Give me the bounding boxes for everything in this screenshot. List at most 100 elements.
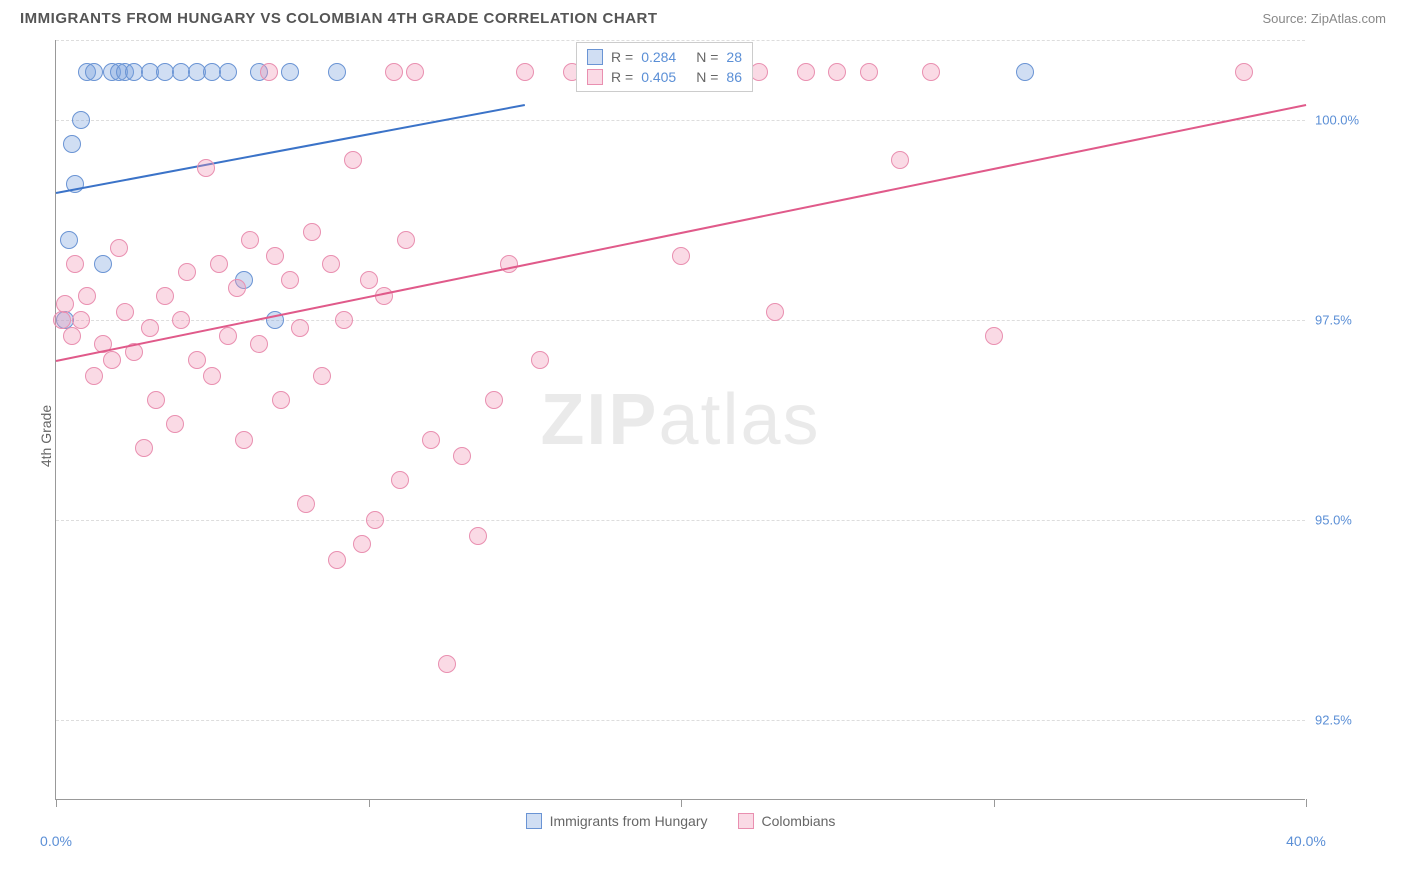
data-point <box>116 303 134 321</box>
r-label: R = <box>611 49 633 65</box>
x-tick <box>1306 799 1307 807</box>
data-point <box>241 231 259 249</box>
x-tick-label: 40.0% <box>1286 833 1326 849</box>
data-point <box>485 391 503 409</box>
data-point <box>135 439 153 457</box>
n-label: N = <box>696 49 718 65</box>
data-point <box>335 311 353 329</box>
legend-item-1: Immigrants from Hungary <box>526 813 708 829</box>
data-point <box>385 63 403 81</box>
trend-line <box>56 104 525 194</box>
data-point <box>322 255 340 273</box>
data-point <box>72 111 90 129</box>
data-point <box>66 255 84 273</box>
r-value-1: 0.284 <box>641 49 676 65</box>
data-point <box>281 271 299 289</box>
n-value-2: 86 <box>726 69 742 85</box>
data-point <box>438 655 456 673</box>
x-tick <box>369 799 370 807</box>
data-point <box>266 247 284 265</box>
legend-label-2: Colombians <box>762 813 836 829</box>
data-point <box>94 255 112 273</box>
r-label: R = <box>611 69 633 85</box>
data-point <box>210 255 228 273</box>
y-axis-title: 4th Grade <box>38 405 54 467</box>
data-point <box>203 367 221 385</box>
x-tick-label: 0.0% <box>40 833 72 849</box>
data-point <box>531 351 549 369</box>
data-point <box>197 159 215 177</box>
data-point <box>516 63 534 81</box>
data-point <box>469 527 487 545</box>
data-point <box>860 63 878 81</box>
data-point <box>344 151 362 169</box>
data-point <box>353 535 371 553</box>
chart-container: 4th Grade ZIPatlas R = 0.284 N = 28 R = … <box>55 40 1386 832</box>
data-point <box>397 231 415 249</box>
y-tick-label: 95.0% <box>1315 513 1375 528</box>
data-point <box>85 367 103 385</box>
data-point <box>797 63 815 81</box>
data-point <box>828 63 846 81</box>
data-point <box>60 231 78 249</box>
plot-area: ZIPatlas R = 0.284 N = 28 R = 0.405 N = … <box>55 40 1305 800</box>
data-point <box>228 279 246 297</box>
data-point <box>766 303 784 321</box>
data-point <box>328 63 346 81</box>
data-point <box>453 447 471 465</box>
data-point <box>297 495 315 513</box>
r-value-2: 0.405 <box>641 69 676 85</box>
x-tick <box>56 799 57 807</box>
data-point <box>328 551 346 569</box>
y-tick-label: 97.5% <box>1315 313 1375 328</box>
stats-row-2: R = 0.405 N = 86 <box>587 67 742 87</box>
data-point <box>250 335 268 353</box>
data-point <box>141 319 159 337</box>
data-point <box>891 151 909 169</box>
bottom-legend: Immigrants from Hungary Colombians <box>56 813 1305 829</box>
data-point <box>110 239 128 257</box>
data-point <box>406 63 424 81</box>
swatch-series-2 <box>587 69 603 85</box>
legend-label-1: Immigrants from Hungary <box>550 813 708 829</box>
data-point <box>922 63 940 81</box>
data-point <box>56 295 74 313</box>
gridline <box>56 40 1305 41</box>
data-point <box>672 247 690 265</box>
data-point <box>219 63 237 81</box>
data-point <box>291 319 309 337</box>
data-point <box>360 271 378 289</box>
data-point <box>391 471 409 489</box>
data-point <box>235 431 253 449</box>
n-value-1: 28 <box>726 49 742 65</box>
source-label: Source: ZipAtlas.com <box>1262 11 1386 26</box>
data-point <box>103 351 121 369</box>
swatch-series-1 <box>587 49 603 65</box>
n-label: N = <box>696 69 718 85</box>
data-point <box>172 311 190 329</box>
data-point <box>166 415 184 433</box>
y-tick-label: 92.5% <box>1315 713 1375 728</box>
watermark-bold: ZIP <box>540 380 658 460</box>
data-point <box>72 311 90 329</box>
data-point <box>272 391 290 409</box>
data-point <box>178 263 196 281</box>
data-point <box>1016 63 1034 81</box>
gridline <box>56 120 1305 121</box>
data-point <box>985 327 1003 345</box>
swatch-series-1-bottom <box>526 813 542 829</box>
stats-row-1: R = 0.284 N = 28 <box>587 47 742 67</box>
data-point <box>219 327 237 345</box>
data-point <box>366 511 384 529</box>
y-tick-label: 100.0% <box>1315 113 1375 128</box>
gridline <box>56 720 1305 721</box>
watermark-light: atlas <box>658 380 820 460</box>
data-point <box>78 287 96 305</box>
legend-item-2: Colombians <box>738 813 836 829</box>
data-point <box>85 63 103 81</box>
data-point <box>281 63 299 81</box>
data-point <box>147 391 165 409</box>
data-point <box>156 287 174 305</box>
data-point <box>422 431 440 449</box>
data-point <box>63 327 81 345</box>
